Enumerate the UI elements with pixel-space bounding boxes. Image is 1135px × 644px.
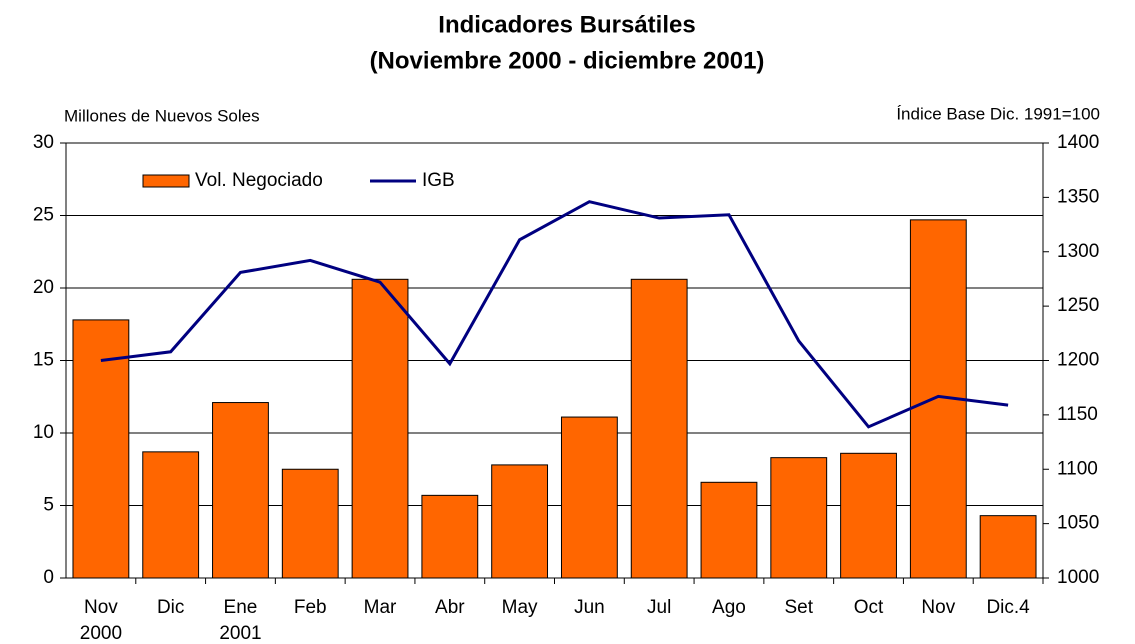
y2-tick-label: 1300 bbox=[1057, 241, 1099, 262]
y-tick-label: 10 bbox=[33, 422, 54, 443]
y-tick-label: 30 bbox=[33, 132, 54, 153]
chart-subtitle: (Noviembre 2000 - diciembre 2001) bbox=[370, 47, 765, 74]
bar bbox=[630, 278, 688, 579]
bar bbox=[700, 481, 758, 579]
bar bbox=[281, 468, 339, 579]
y2-tick-label: 1050 bbox=[1057, 513, 1099, 534]
y2-tick-label: 1350 bbox=[1057, 186, 1099, 207]
legend-label: IGB bbox=[422, 170, 455, 191]
x-tick-label: Nov bbox=[921, 597, 955, 618]
y2-tick-label: 1200 bbox=[1057, 350, 1099, 371]
y-tick-label: 5 bbox=[43, 495, 54, 516]
x-tick-label: Nov bbox=[84, 597, 118, 618]
bar bbox=[421, 494, 479, 579]
y2-tick-label: 1000 bbox=[1057, 567, 1099, 588]
y2-tick-label: 1250 bbox=[1057, 295, 1099, 316]
y2-axis-label: Índice Base Dic. 1991=100 bbox=[896, 104, 1100, 123]
x-tick-label: 2001 bbox=[219, 623, 261, 644]
legend-label: Vol. Negociado bbox=[195, 170, 323, 191]
x-tick-label: Ago bbox=[712, 597, 746, 618]
bar bbox=[351, 278, 409, 579]
x-tick-label: Dic bbox=[157, 597, 184, 618]
bar bbox=[979, 515, 1037, 579]
x-tick-label: Abr bbox=[435, 597, 465, 618]
x-tick-label: 2000 bbox=[80, 623, 122, 644]
x-tick-label: Oct bbox=[854, 597, 884, 618]
y-tick-label: 25 bbox=[33, 205, 54, 226]
x-tick-label: Set bbox=[784, 597, 813, 618]
y-tick-label: 0 bbox=[43, 567, 54, 588]
bar bbox=[212, 402, 269, 579]
x-tick-label: May bbox=[502, 597, 538, 618]
y2-tick-label: 1150 bbox=[1057, 404, 1098, 425]
line bbox=[100, 200, 1009, 429]
y2-tick-label: 1400 bbox=[1057, 132, 1099, 153]
bar bbox=[840, 452, 897, 579]
legend-swatch bbox=[142, 174, 190, 188]
x-tick-label: Jul bbox=[647, 597, 671, 618]
bar bbox=[491, 464, 549, 579]
y2-tick-label: 1100 bbox=[1057, 458, 1098, 479]
bar bbox=[770, 457, 828, 579]
y-tick-label: 15 bbox=[33, 350, 54, 371]
x-tick-label: Dic.4 bbox=[986, 597, 1030, 618]
bar bbox=[72, 319, 130, 579]
chart-title: Indicadores Bursátiles bbox=[438, 11, 695, 38]
bar bbox=[142, 451, 200, 579]
x-tick-label: Ene bbox=[224, 597, 258, 618]
y-axis-label: Millones de Nuevos Soles bbox=[64, 106, 260, 125]
y-tick-label: 20 bbox=[33, 277, 54, 298]
x-tick-label: Jun bbox=[574, 597, 605, 618]
x-tick-label: Mar bbox=[364, 597, 397, 618]
bar bbox=[560, 416, 618, 579]
x-tick-label: Feb bbox=[294, 597, 327, 618]
